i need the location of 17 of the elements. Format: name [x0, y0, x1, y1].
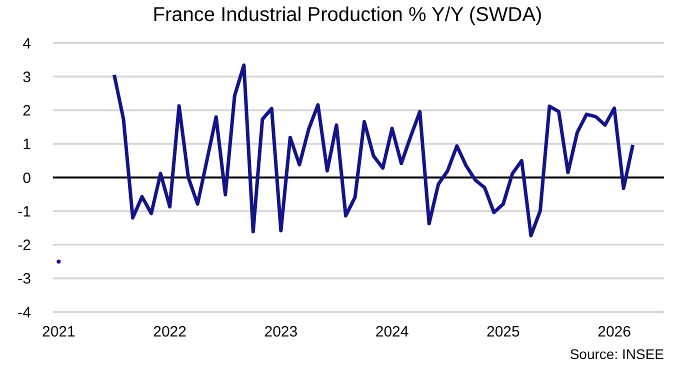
y-tick-label: 1 — [22, 136, 31, 154]
y-tick-label: 4 — [22, 35, 31, 52]
y-tick-label: -4 — [18, 304, 31, 322]
y-tick-label: -3 — [18, 270, 31, 288]
chart-title: France Industrial Production % Y/Y (SWDA) — [152, 4, 544, 27]
x-tick-label: 2021 — [42, 324, 76, 341]
y-tick-label: -1 — [18, 203, 31, 220]
y-tick-label: 0 — [22, 170, 31, 187]
x-tick-label: 2025 — [486, 324, 520, 341]
x-tick-label: 2024 — [375, 324, 409, 341]
y-tick-label: 3 — [22, 68, 31, 86]
x-tick-label: 2022 — [153, 324, 186, 341]
source-note: Source: INSEE — [570, 346, 664, 362]
x-tick-label: 2023 — [264, 324, 298, 341]
y-tick-label: 2 — [22, 102, 31, 120]
x-tick-label: 2026 — [598, 324, 631, 341]
y-tick-label: -2 — [18, 237, 31, 254]
